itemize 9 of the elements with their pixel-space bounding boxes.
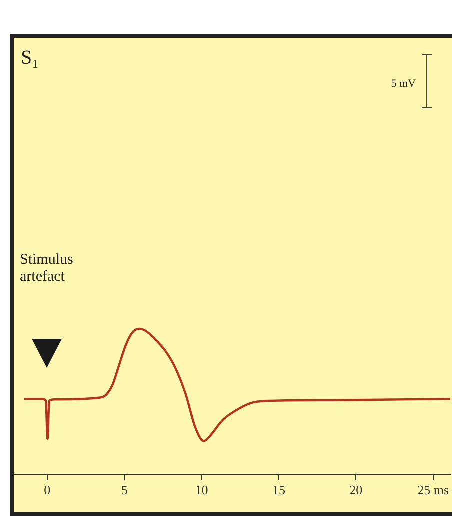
x-tick-label: 15 (272, 482, 286, 498)
x-tick-label: 25 ms (418, 482, 449, 498)
x-tick-label: 5 (121, 482, 128, 498)
text: 5 mV (391, 78, 416, 90)
chart-title: S₁ (21, 47, 40, 69)
x-tick-label: 10 (195, 482, 208, 498)
x-tick-label: 20 (350, 482, 363, 498)
text: Stimulus artefact (20, 252, 74, 285)
x-tick-label: 0 (44, 482, 51, 498)
